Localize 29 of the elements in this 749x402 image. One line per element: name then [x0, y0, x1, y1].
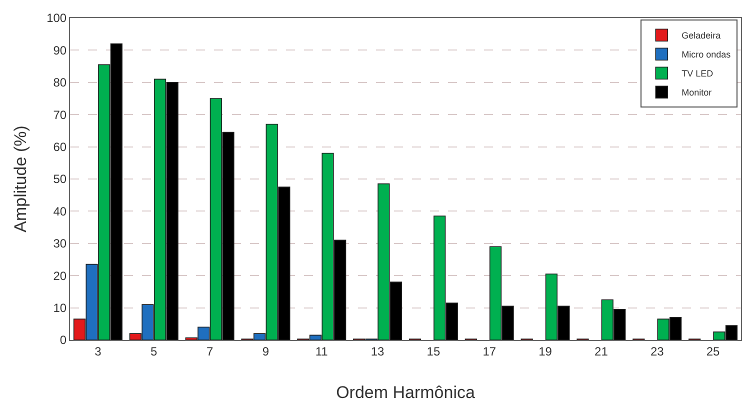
x-tick-label: 21: [594, 344, 608, 358]
y-tick-label: 50: [53, 172, 67, 186]
legend-label: Micro ondas: [682, 50, 732, 60]
x-tick-label: 13: [370, 344, 385, 358]
y-axis-title: Amplitude (%): [11, 126, 30, 232]
x-tick-label: 11: [315, 344, 328, 358]
x-tick-label: 3: [94, 344, 102, 358]
y-tick-label: 100: [46, 11, 67, 26]
x-axis-title: Ordem Harmônica: [336, 383, 476, 402]
x-tick-label: 7: [206, 344, 214, 358]
x-tick-label: 5: [150, 344, 158, 358]
x-tick-label: 9: [262, 344, 270, 358]
y-tick-label: 80: [53, 76, 67, 90]
y-tick-label: 0: [60, 333, 67, 348]
y-tick-label: 60: [53, 140, 67, 154]
y-tick-label: 40: [53, 204, 67, 218]
x-tick-label: 23: [650, 344, 664, 358]
x-tick-label: 19: [538, 344, 552, 358]
x-tick-label: 25: [706, 344, 720, 358]
legend-label: Monitor: [682, 88, 712, 98]
x-tick-label: 17: [482, 344, 496, 358]
x-tick-label: 15: [426, 344, 440, 358]
y-tick-label: 30: [53, 236, 67, 251]
y-tick-label: 90: [53, 43, 67, 58]
y-tick-label: 10: [53, 301, 67, 315]
y-tick-label: 20: [53, 268, 67, 283]
legend-label: Geladeira: [682, 30, 721, 41]
y-tick-label: 70: [53, 108, 67, 122]
legend-label: TV LED: [682, 68, 714, 79]
